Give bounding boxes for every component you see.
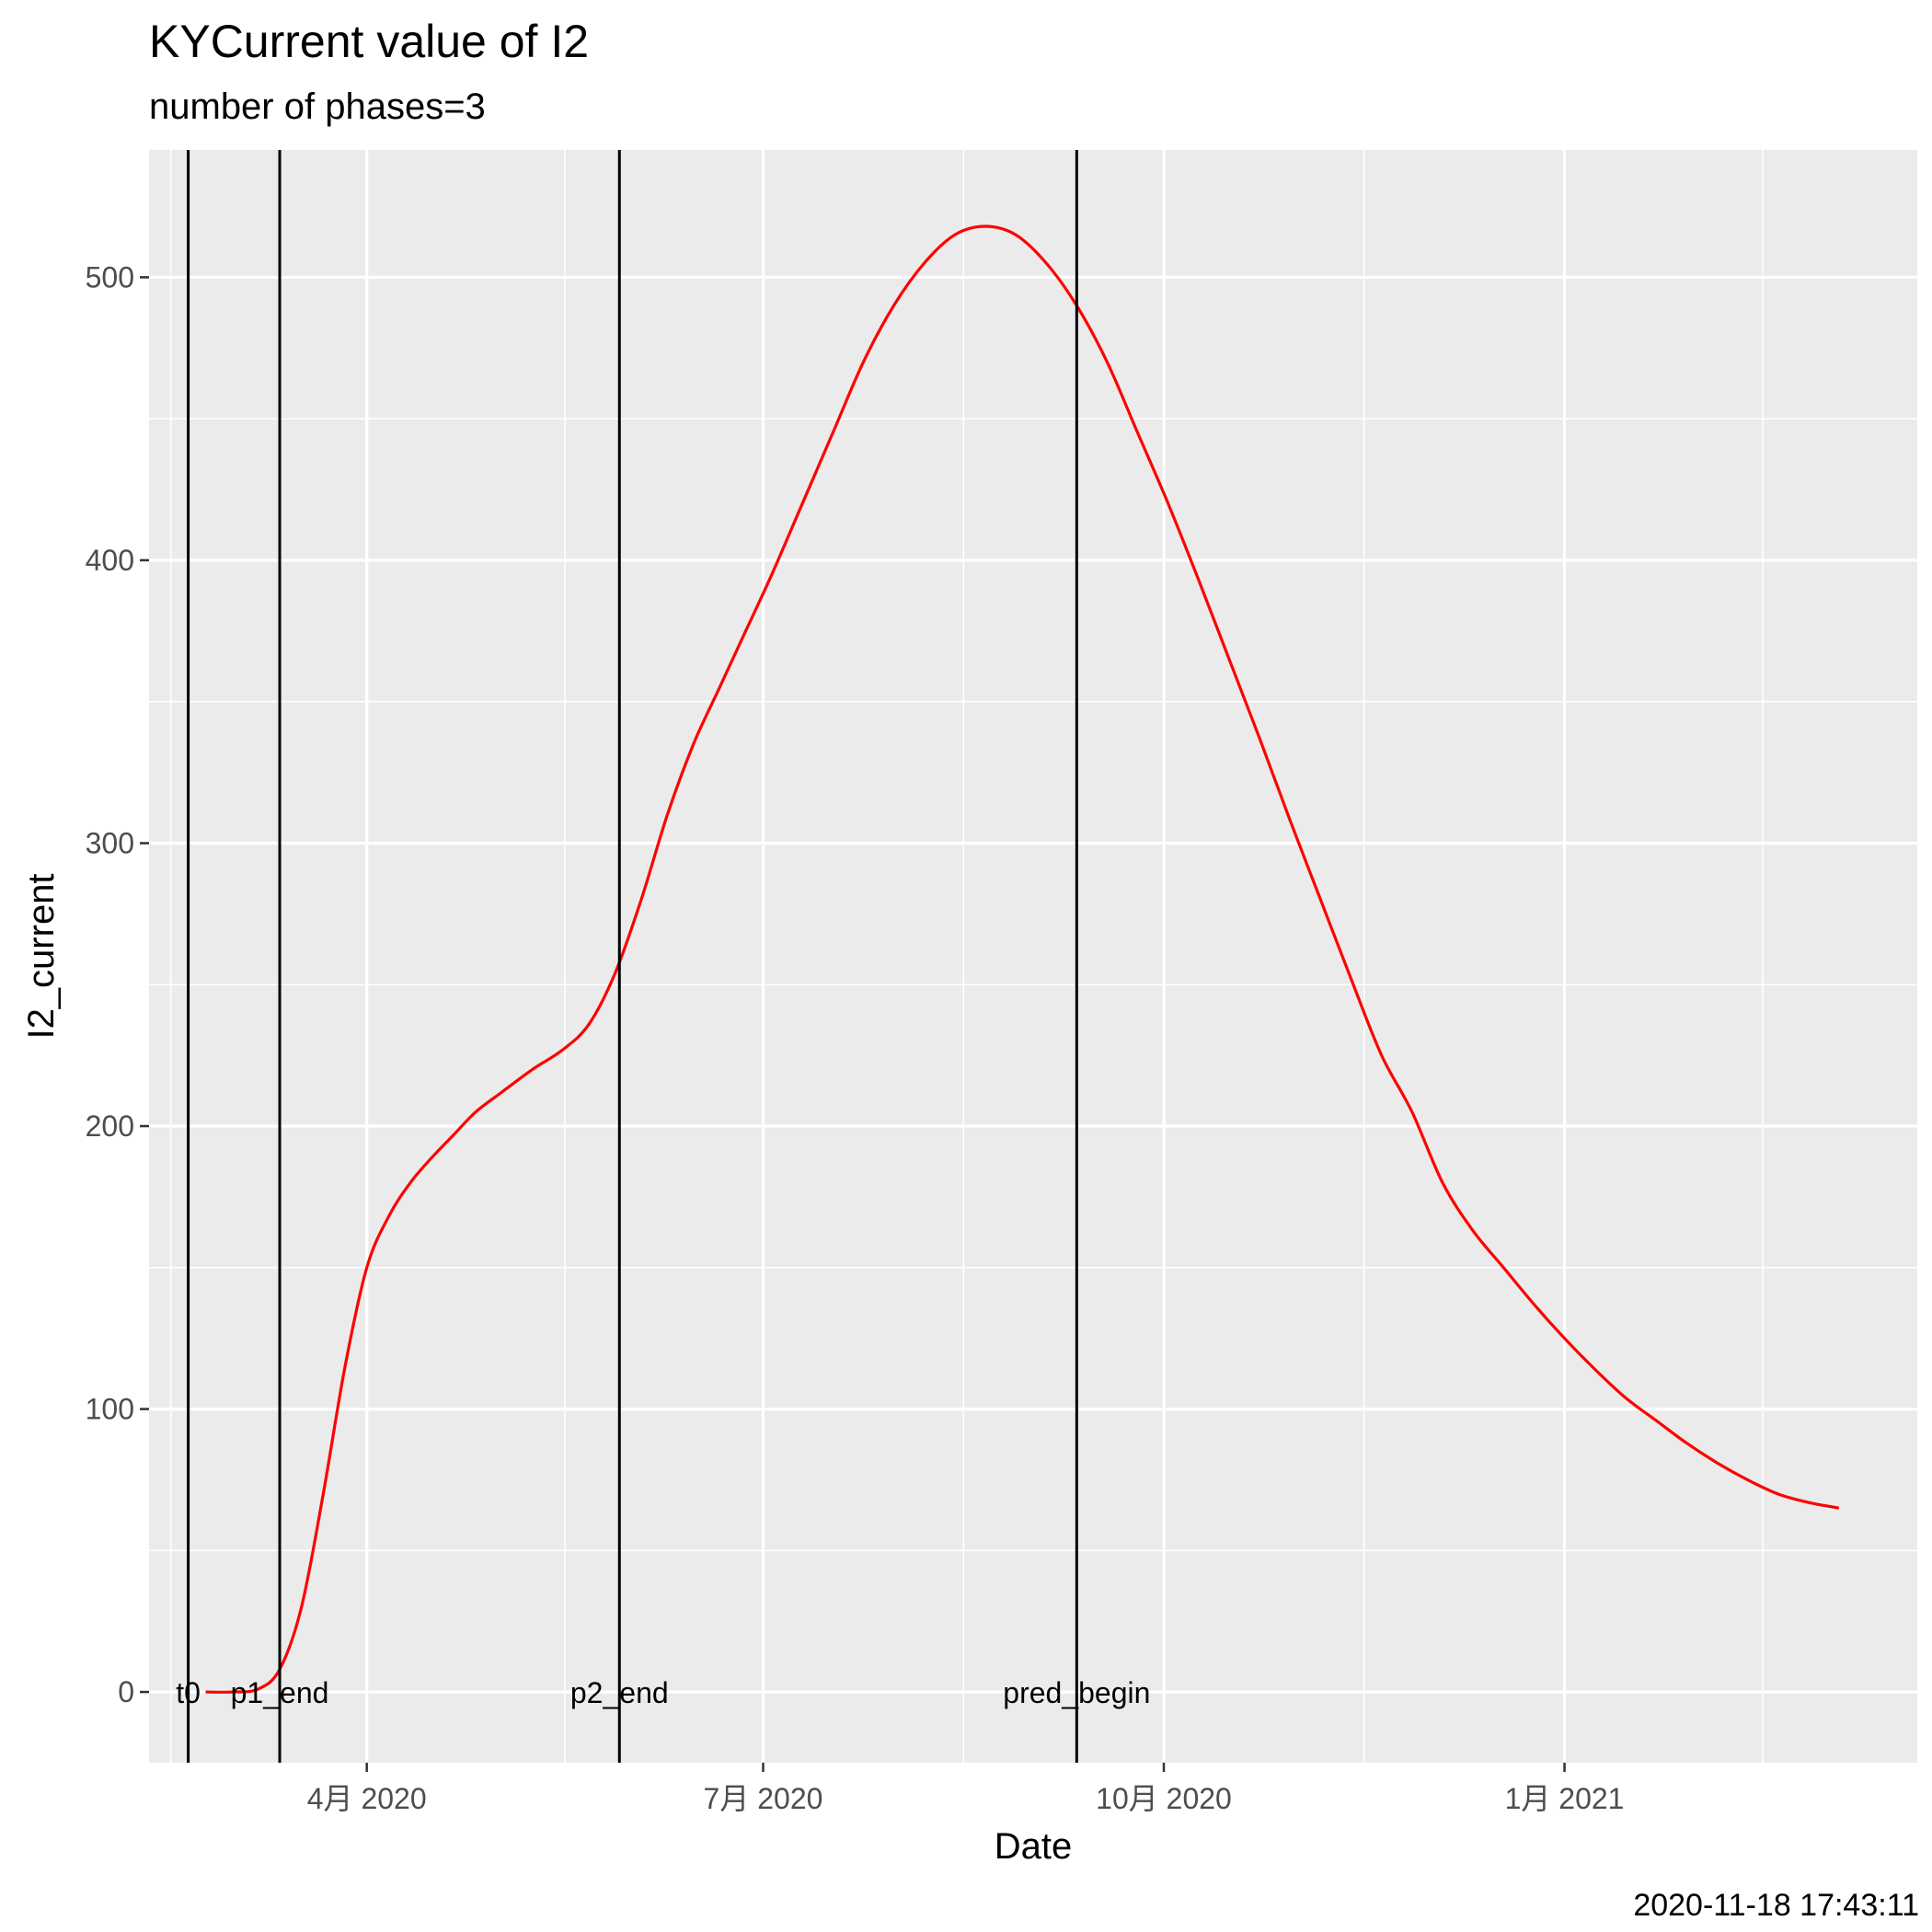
vline-label: pred_begin — [1003, 1676, 1150, 1709]
x-tick-label: 1月 2021 — [1505, 1782, 1625, 1815]
y-tick-label: 0 — [118, 1675, 134, 1708]
chart-title: KYCurrent value of I2 — [149, 16, 590, 67]
y-axis-title: I2_current — [21, 873, 62, 1039]
y-tick-label: 500 — [86, 260, 134, 293]
y-tick-label: 400 — [86, 544, 134, 577]
y-tick-label: 200 — [86, 1110, 134, 1143]
y-tick-label: 300 — [86, 826, 134, 859]
x-axis-title: Date — [995, 1826, 1073, 1867]
y-tick-label: 100 — [86, 1393, 134, 1426]
vline-label: p2_end — [570, 1676, 669, 1709]
x-tick-label: 7月 2020 — [704, 1782, 823, 1815]
plot-panel — [149, 150, 1917, 1763]
timestamp-caption: 2020-11-18 17:43:11 — [1633, 1888, 1919, 1923]
series-line — [205, 224, 1840, 1694]
vline-label: t0 — [176, 1676, 201, 1709]
axes: 0 100 200 300 400 500 4月 2020 7月 2020 10月 2020 1月… — [86, 260, 1625, 1815]
major-gridlines — [149, 150, 1917, 1763]
chart-subtitle: number of phases=3 — [149, 86, 486, 127]
vertical-markers: t0 p1_end p2_end pred_begin — [176, 150, 1150, 1763]
series-layer — [205, 224, 1840, 1694]
minor-gridlines — [149, 150, 1917, 1763]
x-tick-label: 10月 2020 — [1096, 1782, 1232, 1815]
vline-label: p1_end — [231, 1676, 329, 1709]
x-tick-label: 4月 2020 — [307, 1782, 427, 1815]
